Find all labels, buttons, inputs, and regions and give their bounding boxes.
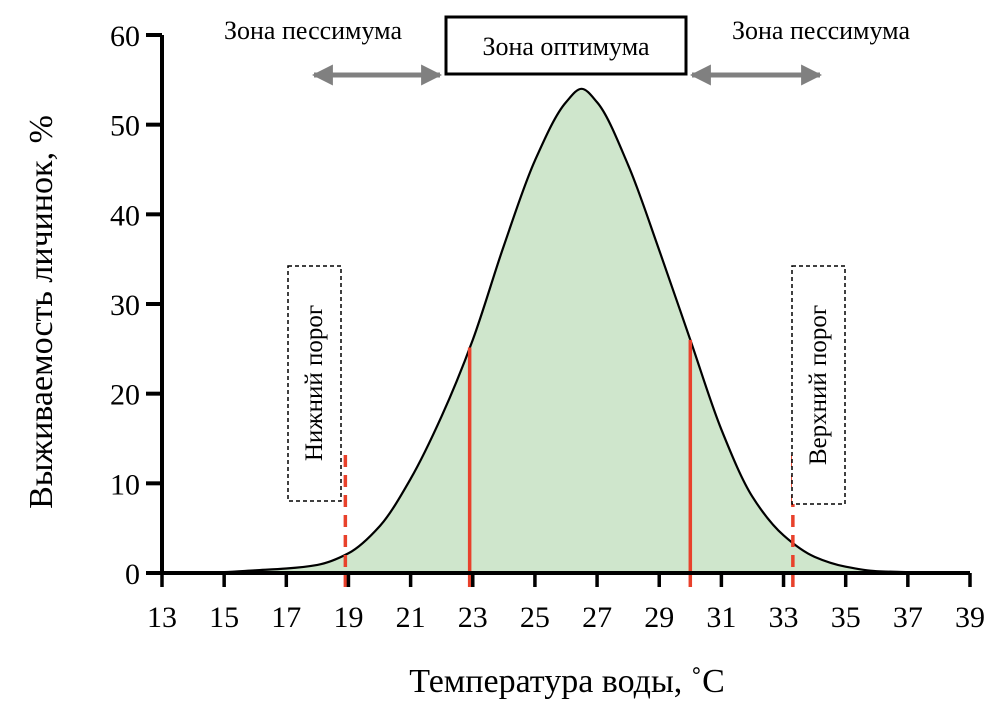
zone-optimum-label: Зона оптимума (482, 32, 650, 61)
y-tick-label: 50 (110, 110, 140, 143)
upper-threshold-box (791, 265, 846, 505)
y-tick-label: 30 (110, 289, 140, 322)
y-tick-label: 0 (125, 558, 140, 591)
x-tick-label: 37 (893, 601, 923, 634)
x-tick-label: 31 (706, 601, 736, 634)
y-tick-label: 20 (110, 379, 140, 412)
y-axis-title: Выживаемость личинок, % (23, 115, 60, 509)
x-tick-label: 23 (458, 601, 488, 634)
upper-threshold-label: Верхний порог (805, 305, 832, 465)
lower-threshold-label: Нижний порог (301, 305, 328, 461)
x-tick-label: 19 (333, 601, 363, 634)
axes-layer: 0 10 20 30 40 50 60 13 15 17 19 21 23 25 27 29 31 33 35 37 3… (110, 20, 985, 634)
x-tick-label: 29 (644, 601, 674, 634)
x-tick-label: 21 (396, 601, 426, 634)
threshold-lines-layer (343, 339, 795, 587)
survival-curve (161, 87, 970, 575)
zone-pessimum-right-label: Зона пессимума (732, 16, 910, 45)
area-layer (161, 87, 970, 575)
zone-optimum-box (444, 15, 688, 76)
x-tick-label: 25 (520, 601, 550, 634)
y-tick-label: 10 (110, 468, 140, 501)
survival-area (162, 88, 970, 574)
x-tick-label: 15 (209, 601, 239, 634)
lower-threshold-box (287, 265, 342, 502)
x-axis-title: Температура воды, ˚С (409, 663, 725, 700)
x-tick-label: 13 (147, 601, 177, 634)
x-tick-label: 17 (271, 601, 301, 634)
x-tick-label: 33 (769, 601, 799, 634)
x-tick-label: 27 (582, 601, 612, 634)
y-tick-label: 40 (110, 199, 140, 232)
x-tick-label: 39 (955, 601, 985, 634)
y-tick-label: 60 (110, 20, 140, 53)
zone-pessimum-left-label: Зона пессимума (224, 16, 402, 45)
x-tick-label: 35 (831, 601, 861, 634)
